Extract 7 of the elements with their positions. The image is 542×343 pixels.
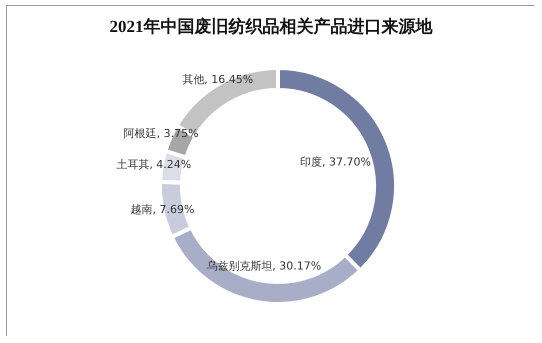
chart-title: 2021年中国废旧纺织品相关产品进口来源地 bbox=[110, 17, 434, 36]
slice-label: 其他, 16.45% bbox=[182, 72, 254, 86]
slice-label: 印度, 37.70% bbox=[300, 156, 371, 169]
slice-label: 土耳其, 4.24% bbox=[116, 158, 192, 171]
slice-label: 乌兹别克斯坦, 30.17% bbox=[206, 260, 322, 273]
slice-label: 阿根廷, 3.75% bbox=[124, 126, 199, 140]
slice-label: 越南, 7.69% bbox=[130, 203, 194, 216]
